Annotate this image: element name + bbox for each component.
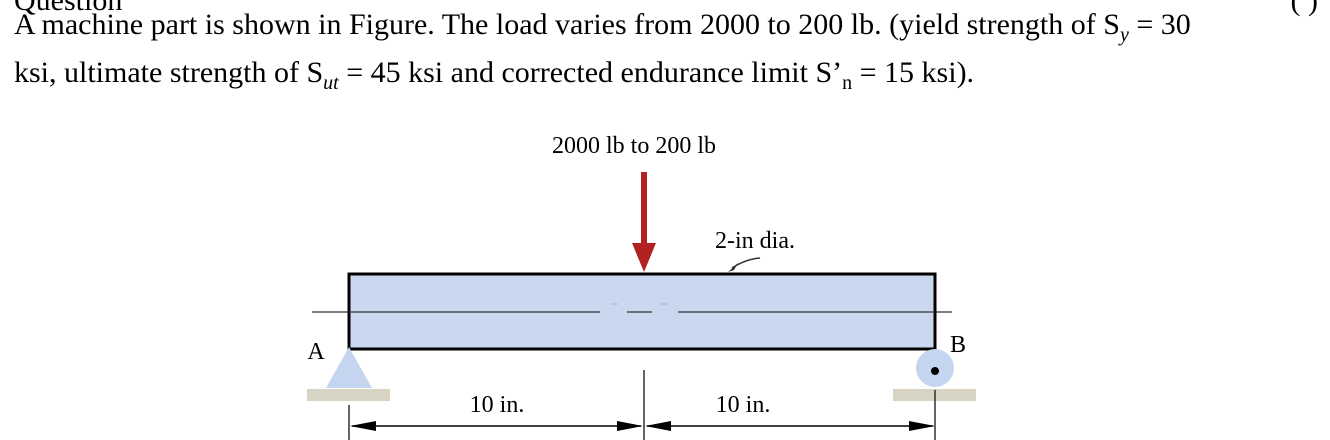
clipped-question-heading: Question	[14, 0, 123, 17]
dimension-left-label: 10 in.	[470, 392, 525, 418]
support-a-label: A	[307, 339, 325, 365]
support-a-ground	[307, 389, 390, 401]
diameter-leader-arrow	[728, 257, 761, 272]
problem-line-1: A machine part is shown in Figure. The l…	[14, 8, 1191, 46]
support-b-label: B	[950, 332, 966, 358]
dimension-right-label: 10 in.	[716, 392, 771, 418]
support-b-pin	[931, 367, 939, 375]
support-a-triangle	[326, 347, 372, 388]
diameter-label: 2-in dia.	[715, 228, 795, 254]
problem-statement: A machine part is shown in Figure. The l…	[14, 6, 1324, 102]
dimension-left-line	[350, 421, 643, 431]
clipped-points-label: ( )	[1290, 0, 1318, 17]
problem-line-2: ksi, ultimate strength of Sut = 45 ksi a…	[14, 56, 975, 94]
load-arrow	[632, 172, 656, 272]
dimension-extension-lines	[348, 370, 936, 440]
load-label: 2000 lb to 200 lb	[552, 133, 716, 159]
dimension-right-line	[645, 421, 935, 431]
